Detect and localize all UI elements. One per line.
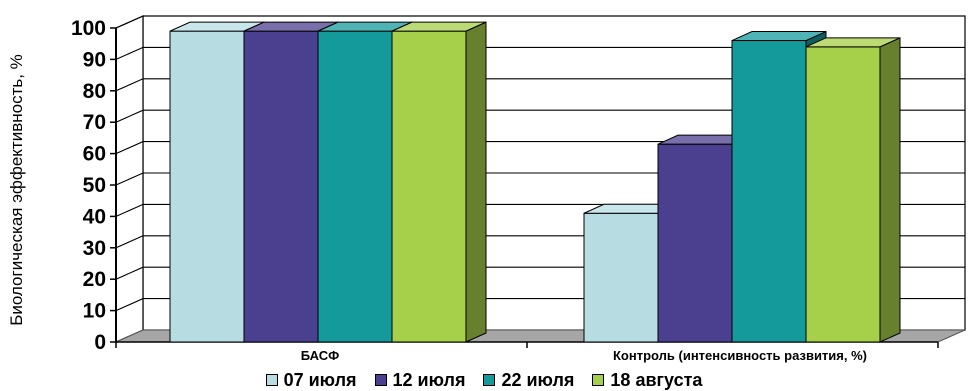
bar-front	[583, 212, 659, 343]
bar	[391, 21, 487, 343]
y-tick-labels: 0 10 20 30 40 50 60 70 80 90 100	[71, 17, 106, 354]
gridline	[115, 46, 965, 60]
gridline	[115, 78, 965, 92]
bar	[805, 37, 901, 343]
legend-label: 07 июля	[283, 369, 357, 390]
y-tick-label: 40	[83, 205, 106, 228]
legend-label: 22 июля	[501, 369, 575, 390]
bar-top	[805, 37, 901, 48]
legend-label: 18 августа	[610, 369, 703, 390]
legend-item: 22 июля	[483, 370, 574, 391]
category-labels: БАСФ Контроль (интенсивность развития, %)	[301, 348, 867, 363]
y-tick-label: 50	[83, 174, 106, 197]
chart-legend: 07 июля 12 июля 22 июля 18 августа	[0, 369, 968, 391]
category-label: БАСФ	[301, 348, 339, 363]
legend-item: 07 июля	[265, 369, 357, 391]
gridline	[115, 109, 965, 123]
y-tick-label: 100	[71, 17, 106, 40]
y-tick-label: 70	[83, 111, 106, 134]
legend-item: 12 июля	[374, 369, 466, 391]
bar-front	[731, 40, 807, 343]
bar-front	[657, 143, 733, 343]
y-tick-label: 60	[83, 143, 106, 166]
category-label: Контроль (интенсивность развития, %)	[613, 348, 867, 363]
chart-bars	[169, 21, 901, 343]
bar-front	[317, 30, 393, 343]
legend-swatch	[374, 374, 387, 386]
legend-swatch	[265, 374, 278, 386]
y-tick-label: 20	[83, 268, 106, 291]
bar-side	[879, 37, 901, 343]
gridline	[115, 15, 965, 29]
y-tick-label: 80	[83, 80, 106, 103]
y-tick-label: 30	[83, 237, 106, 260]
y-tick-label: 10	[83, 300, 106, 323]
bar-front	[243, 30, 319, 343]
y-tick-label: 0	[94, 331, 106, 354]
bar-front	[805, 46, 881, 343]
bar-top	[391, 21, 487, 32]
legend-label: 12 июля	[392, 369, 466, 390]
bar-front	[391, 30, 467, 343]
y-tick-label: 90	[83, 48, 106, 71]
bar-top	[731, 31, 827, 42]
legend-item: 18 августа	[592, 370, 702, 391]
bar-front	[169, 30, 245, 343]
bar-side	[465, 21, 487, 343]
y-axis-label: Биологическая эффективность, %	[7, 54, 26, 326]
legend-swatch	[592, 374, 605, 386]
legend-swatch	[483, 374, 496, 386]
